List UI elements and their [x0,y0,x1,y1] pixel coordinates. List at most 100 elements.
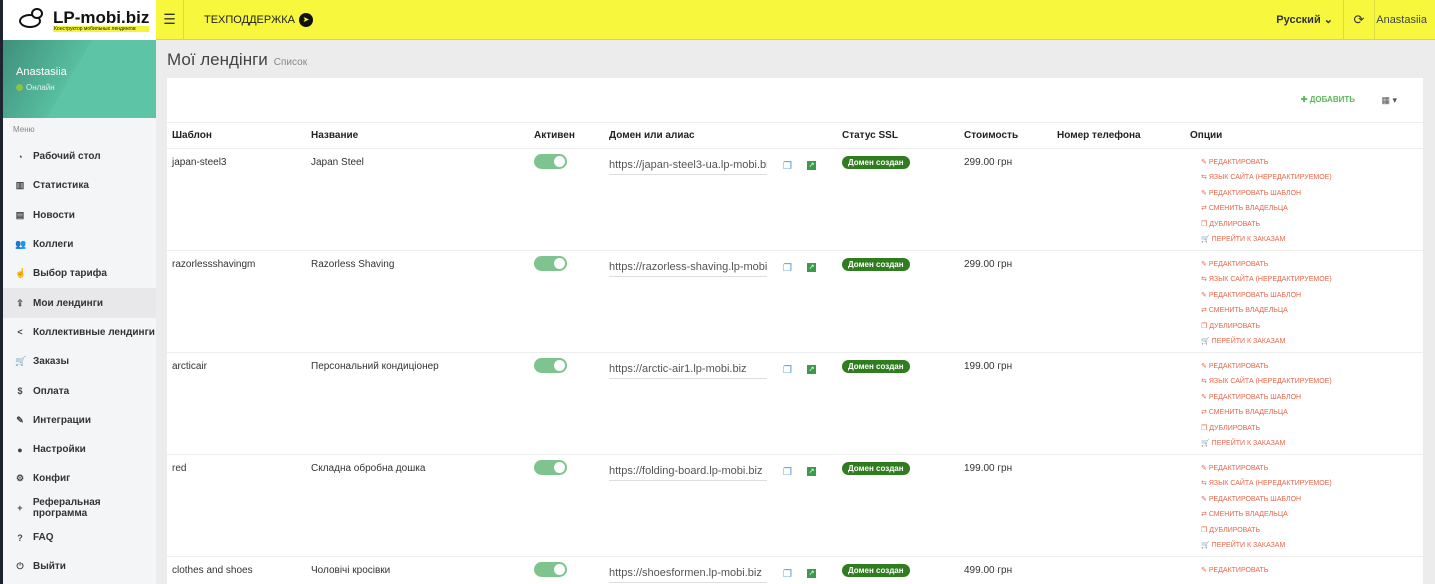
option-label: Дублировать [1209,322,1261,330]
add-label: ДОБАВИТЬ [1309,95,1355,104]
sidebar-item[interactable]: ⏻ Выйти [3,552,156,581]
domain-field[interactable]: https://razorless-shaving.lp-mobi.biz [609,257,767,277]
price-cell: 299.00 грн [964,259,1013,270]
cart-icon: 🛒 [15,356,27,367]
option-label: Редактировать шаблон [1208,291,1302,299]
option-link[interactable]: ✎ Редактировать [1201,362,1332,377]
sidebar-item[interactable]: ▤ Новости [3,201,156,230]
sidebar-item[interactable]: + Реферальная программа [3,494,156,523]
sidebar-item[interactable]: 🛒 Заказы [3,347,156,376]
cogs-icon: ⚙ [15,473,25,484]
language-select[interactable]: Русский ⌄ [1276,13,1333,26]
column-header[interactable]: Номер телефона [1057,130,1141,141]
active-toggle[interactable] [534,562,567,577]
support-link[interactable]: ТЕХПОДДЕРЖКА ➤ [204,12,313,27]
external-link-icon[interactable]: ↗ [807,365,816,374]
columns-toggle-button[interactable]: ▦ ▾ [1381,95,1397,105]
copy-icon[interactable]: ❐ [783,467,792,478]
option-link[interactable]: ✎ Редактировать [1201,260,1332,275]
copy-icon[interactable]: ❐ [783,263,792,274]
option-link[interactable]: ⇄ Сменить владельца [1201,204,1332,219]
option-link[interactable]: ✎ Редактировать шаблон [1201,495,1332,510]
option-link[interactable]: ❐ Дублировать [1201,526,1332,541]
option-link[interactable]: 🛒 Перейти к заказам [1201,439,1332,454]
option-link[interactable]: ⇆ Язык сайта (нередактируемое) [1201,377,1332,392]
option-link[interactable]: ⇆ Язык сайта (нередактируемое) [1201,173,1332,188]
column-header[interactable]: Домен или алиас [609,130,695,141]
sidebar-item[interactable]: ● Настройки [3,435,156,464]
menu-toggle-icon[interactable]: ☰ [156,0,184,40]
option-link[interactable]: 🛒 Перейти к заказам [1201,337,1332,352]
option-link[interactable]: ❐ Дублировать [1201,220,1332,235]
active-toggle[interactable] [534,256,567,271]
option-label: Язык сайта (нередактируемое) [1208,174,1332,182]
option-link[interactable]: ❐ Дублировать [1201,424,1332,439]
option-link[interactable]: ✎ Редактировать [1201,566,1268,581]
user-plus-icon: + [17,503,23,514]
sidebar-item[interactable]: ✎ Интеграции [3,406,156,435]
logo[interactable]: LP-mobi.biz Конструктор мобильных лендинг… [3,0,156,40]
page-title: Мої лендінги Список [167,50,307,70]
user-menu[interactable]: Anastasiia [1376,13,1427,26]
option-icon: ⇄ [1201,307,1207,315]
sidebar-item[interactable]: ⇪ Мои лендинги [3,288,156,318]
domain-field[interactable]: https://japan-steel3-ua.lp-mobi.biz [609,155,767,175]
option-link[interactable]: ❐ Дублировать [1201,322,1332,337]
option-link[interactable]: ✎ Редактировать шаблон [1201,291,1332,306]
sidebar: Anastasiia Онлайн Меню ◔ Рабочий стол ▥ Ста… [3,40,156,584]
sidebar-item[interactable]: ? FAQ [3,523,156,552]
option-link[interactable]: ✎ Редактировать [1201,158,1332,173]
option-link[interactable]: ⇆ Язык сайта (нередактируемое) [1201,275,1332,290]
sidebar-item[interactable]: $ Оплата [3,376,156,405]
sidebar-item[interactable]: ☝ Выбор тарифа [3,259,156,288]
column-header[interactable]: Активен [534,130,575,141]
copy-icon[interactable]: ❐ [783,365,792,376]
external-link-icon[interactable]: ↗ [807,263,816,272]
domain-field[interactable]: https://shoesformen.lp-mobi.biz [609,563,767,583]
option-link[interactable]: 🛒 Перейти к заказам [1201,541,1332,556]
column-header[interactable]: Название [311,130,359,141]
domain-field[interactable]: https://folding-board.lp-mobi.biz [609,461,767,481]
active-toggle[interactable] [534,460,567,475]
add-button[interactable]: ✚ ДОБАВИТЬ [1300,95,1355,104]
sidebar-item-label: Выбор тарифа [33,268,107,280]
active-toggle[interactable] [534,154,567,169]
option-link[interactable]: ⇄ Сменить владельца [1201,510,1332,525]
external-link-icon[interactable]: ↗ [807,161,816,170]
option-icon: ⇄ [1201,409,1207,417]
option-label: Сменить владельца [1208,205,1288,213]
copy-icon[interactable]: ❐ [783,161,792,172]
option-link[interactable]: ⇆ Язык сайта (нередактируемое) [1201,479,1332,494]
option-link[interactable]: ✎ Редактировать [1201,464,1332,479]
external-link-icon[interactable]: ↗ [807,569,816,578]
column-header[interactable]: Шаблон [172,130,212,141]
option-link[interactable]: ✎ Редактировать шаблон [1201,189,1332,204]
domain-field[interactable]: https://arctic-air1.lp-mobi.biz [609,359,767,379]
sidebar-item-label: Заказы [33,356,70,368]
option-link[interactable]: ⇄ Сменить владельца [1201,408,1332,423]
table-row: arcticair Персональний кондиціонер https… [167,353,1423,455]
option-link[interactable]: ⇄ Сменить владельца [1201,306,1332,321]
user-icon: ● [17,444,23,455]
column-header[interactable]: Статус SSL [842,130,898,141]
sidebar-item[interactable]: < Коллективные лендинги [3,318,156,347]
option-link[interactable]: 🛒 Перейти к заказам [1201,235,1332,250]
column-header[interactable]: Стоимость [964,130,1019,141]
name-cell: Персональний кондиціонер [311,361,439,372]
copy-icon[interactable]: ❐ [783,569,792,580]
brand-tagline: Конструктор мобильных лендингов [53,25,150,32]
sidebar-item[interactable]: 👥 Коллеги [3,230,156,259]
column-header[interactable]: Опции [1190,130,1223,141]
sidebar-item[interactable]: ⚙ Конфиг [3,464,156,493]
price-cell: 299.00 грн [964,157,1013,168]
telegram-icon: ➤ [298,12,313,27]
external-link-icon[interactable]: ↗ [807,467,816,476]
app: LP-mobi.biz Конструктор мобильных лендинг… [3,0,1435,584]
sidebar-item[interactable]: ◔ Рабочий стол [3,142,156,171]
refresh-icon[interactable]: ⟳ [1343,0,1375,40]
option-link[interactable]: ✎ Редактировать шаблон [1201,393,1332,408]
sidebar-item[interactable]: ▥ Статистика [3,171,156,200]
active-toggle[interactable] [534,358,567,373]
price-cell: 199.00 грн [964,463,1013,474]
page-subtitle: Список [273,57,308,68]
